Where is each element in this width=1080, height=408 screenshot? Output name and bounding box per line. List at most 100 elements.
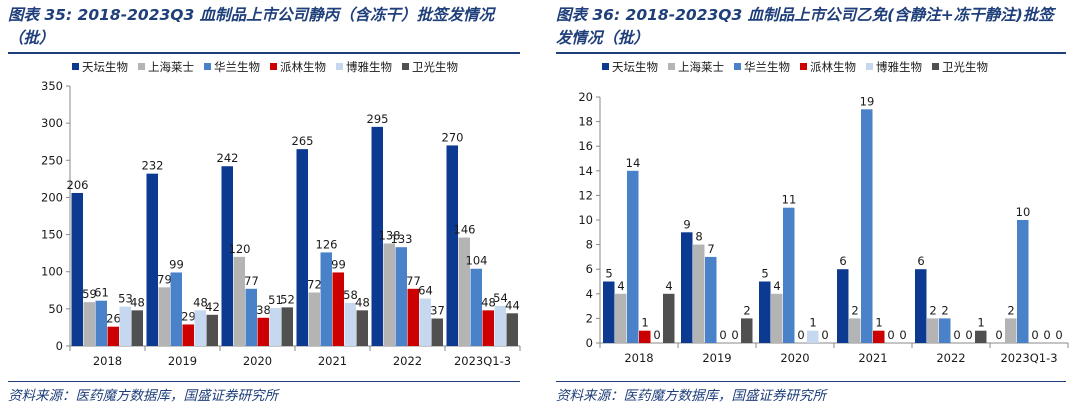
bar-chart: 天坛生物 上海莱士 华兰生物 派林生物 博雅生物 卫光生物 0 50 100 150 200 250 3…	[41, 60, 521, 368]
y-tick-label: 300	[41, 116, 63, 130]
bar	[95, 300, 107, 346]
data-label: 120	[229, 242, 251, 256]
data-label: 0	[1043, 328, 1050, 342]
bar	[506, 313, 518, 346]
source-rule	[556, 381, 1066, 382]
data-label: 51	[268, 293, 283, 307]
data-label: 126	[316, 237, 338, 251]
data-label: 42	[205, 300, 220, 314]
bar	[681, 232, 693, 343]
source-rule	[8, 381, 520, 382]
y-tick-label: 16	[578, 139, 593, 153]
bar	[446, 145, 458, 346]
bar	[296, 149, 308, 346]
legend-label: 卫光生物	[412, 60, 458, 74]
bar	[281, 307, 293, 346]
x-tick-label: 2022	[936, 351, 965, 365]
y-tick-label: 14	[578, 164, 593, 178]
legend-label: 卫光生物	[942, 60, 988, 74]
figure-36: 图表 36: 2018-2023Q3 血制品上市公司乙免(含静注+冻干静注)批签…	[548, 0, 1080, 408]
data-label: 0	[953, 328, 960, 342]
data-label: 6	[917, 254, 924, 268]
bar	[407, 288, 419, 346]
bar	[975, 330, 987, 343]
legend-label: 上海莱士	[678, 60, 724, 74]
data-label: 99	[169, 257, 184, 271]
source-note: 资料来源：医药魔方数据库，国盛证券研究所	[556, 388, 826, 404]
legend-swatch	[336, 63, 343, 70]
legend-swatch	[800, 63, 807, 70]
data-label: 146	[454, 223, 476, 237]
bar	[663, 293, 675, 343]
data-label: 52	[280, 292, 295, 306]
data-label: 265	[292, 134, 314, 148]
data-label: 104	[466, 254, 488, 268]
bar	[308, 292, 320, 346]
bar	[470, 268, 482, 346]
figure-title: 图表 36: 2018-2023Q3 血制品上市公司乙免(含静注+冻干静注)批签…	[556, 6, 1054, 47]
bar	[759, 281, 771, 343]
bar	[356, 310, 368, 346]
legend-label: 天坛生物	[82, 60, 128, 74]
legend-swatch	[72, 63, 79, 70]
data-label: 138	[379, 228, 401, 242]
bar	[639, 330, 651, 343]
bar	[344, 302, 356, 346]
x-tick-label: 2019	[168, 354, 197, 368]
x-tick-label: 2020	[243, 354, 272, 368]
bar	[705, 256, 717, 343]
data-label: 26	[106, 312, 121, 326]
data-label: 11	[782, 193, 797, 207]
y-tick-label: 200	[41, 190, 63, 204]
data-label: 29	[181, 309, 196, 323]
data-label: 4	[773, 279, 780, 293]
bar	[245, 288, 257, 346]
bar	[119, 306, 131, 346]
x-tick-label: 2021	[858, 351, 887, 365]
y-tick-label: 10	[578, 213, 593, 227]
legend-label: 华兰生物	[744, 60, 790, 74]
data-label: 270	[442, 130, 464, 144]
bar	[221, 166, 233, 346]
data-label: 14	[626, 156, 641, 170]
y-tick-label: 0	[586, 336, 593, 350]
data-label: 0	[1031, 328, 1038, 342]
bar	[1017, 220, 1029, 343]
title-rule	[8, 52, 520, 54]
source-note: 资料来源：医药魔方数据库，国盛证券研究所	[8, 388, 278, 404]
data-label: 54	[493, 291, 508, 305]
bar	[741, 318, 753, 343]
data-label: 0	[797, 328, 804, 342]
bar	[458, 237, 470, 346]
legend-swatch	[734, 63, 741, 70]
data-label: 0	[653, 328, 660, 342]
bar	[83, 302, 95, 346]
data-label: 0	[731, 328, 738, 342]
data-label: 5	[605, 267, 612, 281]
data-label: 5	[761, 267, 768, 281]
bar	[431, 318, 443, 346]
legend-label: 天坛生物	[612, 60, 658, 74]
bar	[482, 310, 494, 346]
y-tick-label: 350	[41, 79, 63, 93]
data-label: 0	[995, 328, 1002, 342]
figure-35: 图表 35: 2018-2023Q3 血制品上市公司静丙（含冻干）批签发情况（批…	[8, 6, 521, 404]
bar	[771, 293, 783, 343]
data-label: 44	[505, 298, 520, 312]
bar	[1005, 318, 1017, 343]
bar	[257, 317, 269, 346]
data-label: 48	[130, 295, 145, 309]
x-tick-label: 2020	[780, 351, 809, 365]
bar	[233, 256, 245, 346]
bar	[915, 269, 927, 343]
data-label: 133	[391, 232, 413, 246]
data-label: 6	[839, 254, 846, 268]
data-label: 0	[719, 328, 726, 342]
data-label: 2	[929, 303, 936, 317]
data-label: 1	[641, 316, 648, 330]
bar	[419, 298, 431, 346]
x-tick-label: 2018	[624, 351, 653, 365]
y-tick-label: 4	[586, 287, 593, 301]
legend-swatch	[602, 63, 609, 70]
legend-label: 博雅生物	[876, 60, 922, 74]
